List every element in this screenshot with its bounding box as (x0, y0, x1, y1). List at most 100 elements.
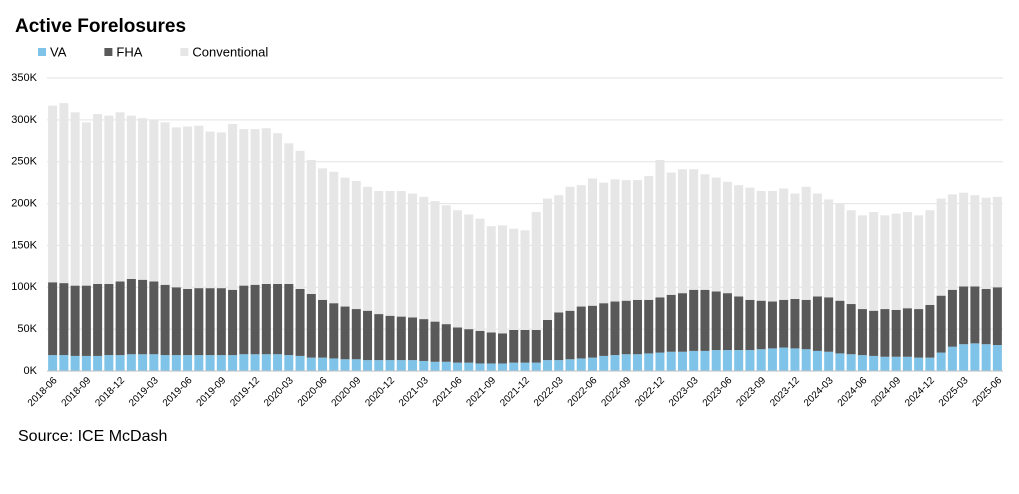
bar-segment (531, 362, 541, 371)
bar-segment (396, 191, 406, 317)
bar-segment (880, 309, 890, 357)
bar-segment (396, 316, 406, 361)
bar-segment (666, 172, 676, 295)
bar-segment (655, 160, 665, 298)
bar-segment (970, 343, 980, 371)
bar-segment (756, 349, 766, 371)
source-note: Source: ICE McDash (18, 428, 167, 445)
bar-segment (981, 197, 991, 289)
bar-segment (700, 350, 710, 371)
bar-segment (149, 354, 159, 371)
bar-segment (363, 360, 373, 371)
bar-segment (835, 203, 845, 301)
bar-segment (318, 299, 328, 358)
bar-segment (824, 351, 834, 371)
bar-segment (318, 168, 328, 300)
bar-segment (115, 112, 125, 282)
bar-segment (363, 310, 373, 361)
bar-segment (160, 284, 170, 356)
bar-segment (284, 143, 294, 284)
bar-segment (554, 195, 564, 313)
bar-segment (126, 354, 136, 371)
bar-segment (925, 210, 935, 305)
bar-segment (970, 286, 980, 344)
bar-segment (509, 362, 519, 371)
chart-title: Active Forelosures (15, 16, 186, 37)
bar-segment (857, 355, 867, 371)
bar-segment (104, 115, 114, 284)
bar-segment (216, 288, 226, 356)
bar-segment (183, 288, 193, 356)
bar-segment (801, 349, 811, 371)
bar-segment (587, 178, 597, 306)
bar-segment (554, 312, 564, 361)
bar-segment (576, 306, 586, 359)
bar-segment (835, 300, 845, 354)
bar-segment (441, 324, 451, 362)
bar-segment (992, 287, 1002, 346)
bar-segment (295, 288, 305, 356)
bar-segment (745, 187, 755, 300)
bar-segment (453, 210, 463, 328)
bar-segment (261, 283, 271, 355)
bar-segment (655, 352, 665, 371)
bar-segment (228, 355, 238, 371)
bar-segment (520, 329, 530, 363)
bar-segment (689, 169, 699, 290)
bar-segment (677, 293, 687, 352)
bar-segment (947, 194, 957, 290)
bar-segment (464, 329, 474, 363)
bar-segment (610, 179, 620, 302)
bar-segment (194, 125, 204, 289)
bar-segment (846, 354, 856, 371)
bar-segment (914, 309, 924, 358)
bar-segment (801, 186, 811, 300)
bar-segment (621, 300, 631, 355)
bar-segment (902, 356, 912, 371)
bar-segment (880, 356, 890, 371)
bar-segment (171, 127, 181, 288)
bar-segment (374, 360, 384, 371)
bar-segment (790, 348, 800, 371)
bar-segment (677, 169, 687, 294)
bar-segment (149, 281, 159, 355)
bar-segment (228, 124, 238, 290)
bar-segment (498, 333, 508, 364)
bar-segment (880, 215, 890, 310)
bar-segment (610, 301, 620, 356)
bar-segment (745, 350, 755, 371)
y-tick-label: 100K (11, 281, 37, 293)
bar-segment (869, 310, 879, 356)
bar-segment (486, 363, 496, 371)
bar-segment (284, 355, 294, 371)
bar-segment (329, 303, 339, 359)
bar-segment (183, 126, 193, 289)
bar-segment (812, 193, 822, 297)
bar-segment (542, 198, 552, 320)
bar-segment (250, 284, 260, 355)
bar-segment (239, 129, 249, 286)
bar-segment (273, 283, 283, 355)
bar-segment (542, 319, 552, 361)
bar-segment (587, 305, 597, 358)
bar-segment (453, 362, 463, 371)
bar-segment (205, 131, 215, 289)
bar-segment (329, 171, 339, 304)
bar-segment (824, 199, 834, 298)
bar-segment (430, 321, 440, 362)
bar-segment (250, 129, 260, 285)
bar-segment (734, 185, 744, 297)
bar-segment (711, 177, 721, 292)
legend-label: Conventional (192, 44, 268, 59)
bar-segment (722, 181, 732, 294)
bar-segment (846, 210, 856, 305)
bar-segment (475, 218, 485, 331)
bar-segment (498, 363, 508, 371)
bar-segment (981, 288, 991, 345)
bar-segment (70, 285, 80, 356)
bar-segment (318, 357, 328, 371)
bar-segment (576, 358, 586, 371)
bar-segment (936, 198, 946, 296)
bar-segment (767, 191, 777, 302)
bar-segment (48, 282, 58, 356)
